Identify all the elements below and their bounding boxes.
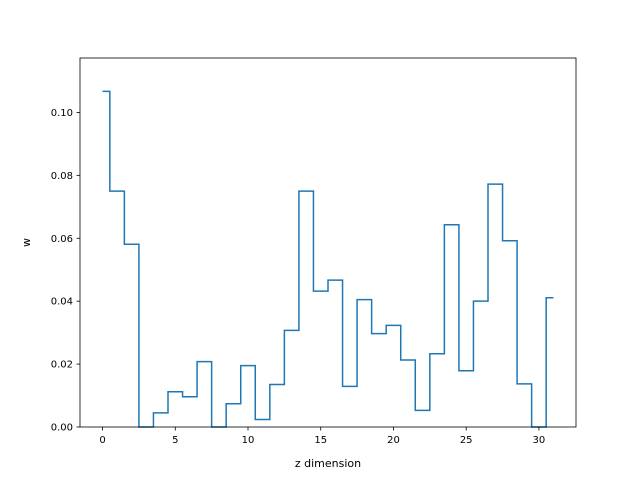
y-tick-label: 0.08 xyxy=(51,171,73,182)
y-tick-label: 0.04 xyxy=(51,297,73,308)
x-axis-label: z dimension xyxy=(295,457,361,470)
x-tick-label: 5 xyxy=(172,435,178,446)
y-tick-label: 0.06 xyxy=(51,234,73,245)
x-tick-label: 20 xyxy=(387,435,400,446)
y-axis-ticks: 0.00 0.02 0.04 0.06 0.08 0.10 xyxy=(51,108,80,434)
plot-area xyxy=(102,90,554,428)
series-line xyxy=(102,90,554,428)
x-tick-label: 15 xyxy=(314,435,327,446)
x-tick-label: 25 xyxy=(460,435,473,446)
x-axis-ticks: 0 5 10 15 20 25 30 xyxy=(99,427,545,446)
y-axis-label: w xyxy=(20,238,33,247)
y-tick-label: 0.02 xyxy=(51,360,73,371)
x-tick-label: 10 xyxy=(242,435,255,446)
y-tick-label: 0.10 xyxy=(51,108,73,119)
axes-frame xyxy=(79,57,577,428)
x-tick-label: 30 xyxy=(533,435,546,446)
y-tick-label: 0.00 xyxy=(51,423,73,434)
x-tick-label: 0 xyxy=(99,435,105,446)
